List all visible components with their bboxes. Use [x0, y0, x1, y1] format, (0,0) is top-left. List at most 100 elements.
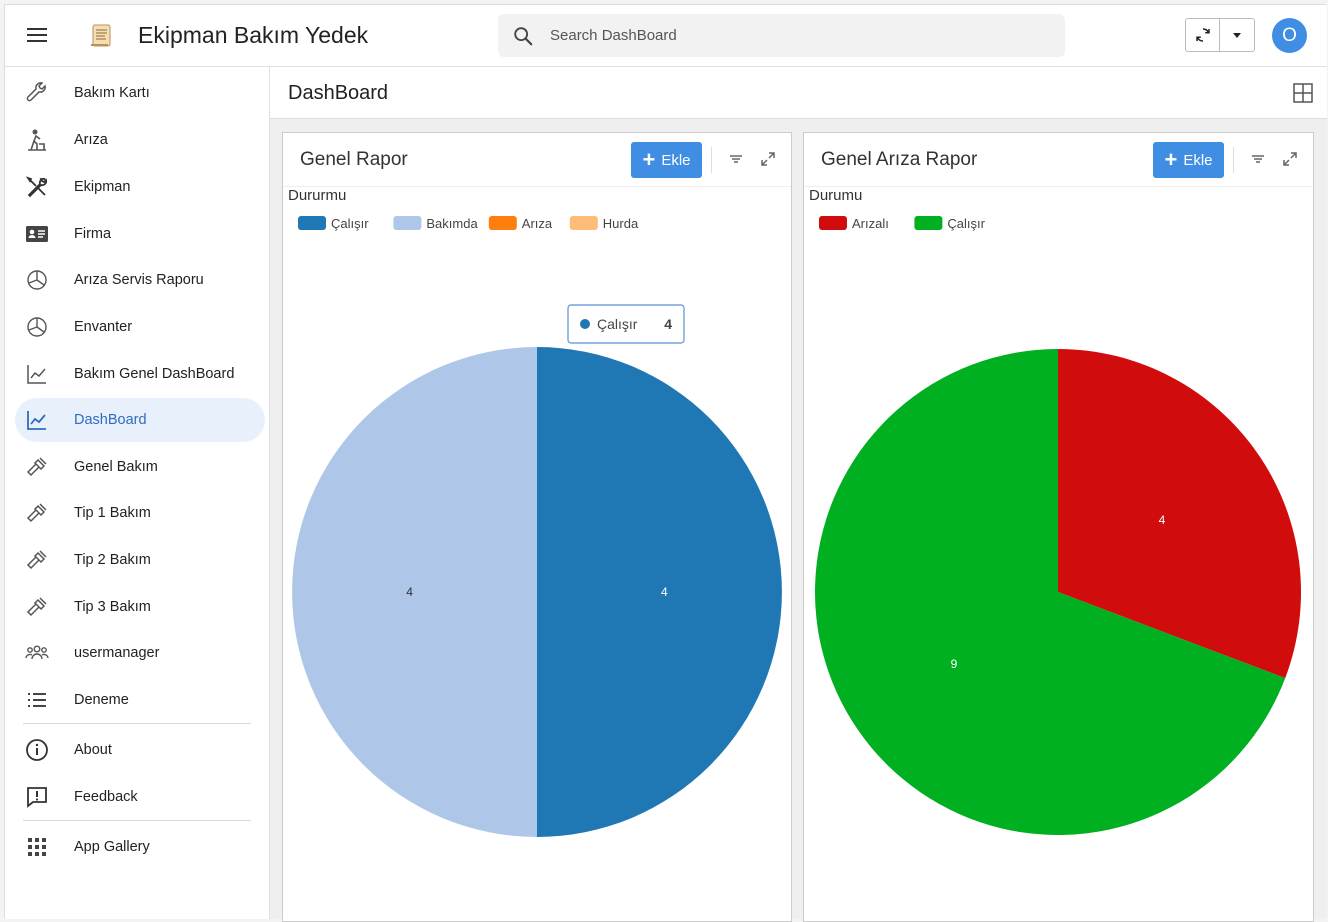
add-button[interactable]: + Ekle	[631, 142, 702, 178]
tooltip-dot	[580, 319, 590, 329]
pie-slice-çalışır[interactable]	[815, 349, 1286, 835]
refresh-options-button[interactable]	[1220, 19, 1254, 51]
avatar[interactable]: O	[1272, 18, 1307, 53]
legend-item[interactable]: Bakımda	[393, 216, 478, 231]
sidebar-item-label: Bakım Genel DashBoard	[74, 366, 235, 382]
sidebar-item-ekipman[interactable]: Ekipman	[15, 165, 265, 209]
sidebar-item-label: usermanager	[74, 645, 160, 661]
sidebar-item-label: Deneme	[74, 692, 129, 708]
app-title: Ekipman Bakım Yedek	[138, 22, 369, 48]
legend-label: Çalışır	[331, 216, 369, 231]
slice-value-label: 4	[406, 585, 413, 599]
users-icon	[25, 645, 49, 660]
hammer-icon	[26, 550, 47, 570]
sidebar-item-about[interactable]: About	[15, 728, 265, 772]
sidebar-item-ariza[interactable]: Arıza	[15, 118, 265, 162]
chart-card-genel-ariza-rapor: Genel Arıza Rapor + Ekle Durumu Arızalı Çal…	[803, 132, 1314, 922]
pie-chart-genel-ariza-rapor: Durumu Arızalı Çalışır 4 9	[809, 188, 1301, 835]
expand-icon[interactable]	[758, 149, 778, 169]
sidebar-item-label: Arıza	[74, 132, 108, 148]
feedback-icon	[27, 787, 47, 808]
sidebar-item-dashboard[interactable]: DashBoard	[15, 398, 265, 442]
sidebar-item-deneme[interactable]: Deneme	[15, 678, 265, 722]
sidebar-item-genel-bakim[interactable]: Genel Bakım	[15, 445, 265, 489]
plus-icon: +	[1164, 147, 1178, 172]
sidebar-item-label: Arıza Servis Raporu	[74, 272, 204, 288]
sidebar-item-bakim-karti[interactable]: Bakım Kartı	[15, 71, 265, 115]
sidebar-item-app-gallery[interactable]: App Gallery	[15, 825, 265, 869]
sidebar-item-label: App Gallery	[74, 839, 150, 855]
legend-swatch	[488, 216, 517, 230]
sidebar-item-label: Feedback	[74, 789, 138, 805]
id-card-icon	[26, 226, 48, 242]
scroll-logo-icon	[91, 24, 111, 47]
wrench-icon	[26, 82, 46, 102]
legend-label: Bakımda	[426, 216, 478, 231]
refresh-button[interactable]	[1186, 19, 1220, 51]
legend-item[interactable]: Çalışır	[914, 216, 986, 231]
page-title: DashBoard	[288, 82, 389, 104]
sidebar-item-label: Tip 2 Bakım	[74, 552, 151, 568]
filter-icon[interactable]	[1248, 149, 1268, 169]
info-icon	[26, 739, 48, 761]
pie-slice-çalışır[interactable]	[537, 347, 782, 837]
legend-swatch	[569, 216, 598, 230]
chart-card-genel-rapor: Genel Rapor + Ekle Dururmu Çalışır Bakımda A…	[282, 132, 792, 922]
plus-icon: +	[642, 147, 656, 172]
legend-item[interactable]: Arıza	[488, 216, 553, 231]
menu-icon[interactable]	[25, 25, 49, 47]
search-input[interactable]	[550, 14, 1050, 57]
sidebar-item-label: Firma	[74, 226, 112, 242]
pie-slice-arızalı[interactable]	[1058, 349, 1301, 679]
pie-chart-icon	[27, 317, 47, 337]
legend-label: Arızalı	[852, 216, 889, 231]
sidebar-item-usermanager[interactable]: usermanager	[15, 631, 265, 675]
sidebar-item-tip-1-bakim[interactable]: Tip 1 Bakım	[15, 491, 265, 535]
line-chart-icon	[27, 365, 46, 384]
grid-icon	[28, 838, 46, 856]
slice-value-label: 9	[951, 657, 958, 671]
add-button[interactable]: + Ekle	[1153, 142, 1224, 178]
filter-icon[interactable]	[726, 149, 746, 169]
legend-label: Arıza	[522, 216, 553, 231]
sidebar-item-label: Genel Bakım	[74, 459, 158, 475]
legend-swatch	[819, 216, 847, 230]
search-bar[interactable]	[498, 14, 1065, 57]
refresh-icon	[1195, 28, 1210, 42]
slice-value-label: 4	[1159, 513, 1166, 527]
sidebar-item-firma[interactable]: Firma	[15, 212, 265, 256]
add-button-label: Ekle	[1183, 151, 1213, 169]
sidebar-item-label: About	[74, 742, 112, 758]
sidebar-item-ariza-servis-raporu[interactable]: Arıza Servis Raporu	[15, 258, 265, 302]
legend-item[interactable]: Çalışır	[298, 216, 369, 231]
dashboard-header: DashBoard	[270, 67, 1327, 119]
pie-chart-icon	[27, 270, 47, 290]
expand-icon[interactable]	[1280, 149, 1300, 169]
legend-item[interactable]: Hurda	[569, 216, 639, 231]
legend-swatch	[298, 216, 326, 230]
tooltip-box	[567, 304, 685, 344]
sidebar-item-envanter[interactable]: Envanter	[15, 305, 265, 349]
main-content: DashBoard Genel Rapor + Ekle Dururmu Çalış…	[270, 67, 1327, 922]
slice-value-label: 4	[661, 585, 668, 599]
add-button-label: Ekle	[661, 151, 691, 169]
sidebar-item-feedback[interactable]: Feedback	[15, 775, 265, 819]
list-icon	[28, 693, 46, 707]
caret-down-icon	[1233, 33, 1241, 38]
chart-tooltip: Çalışır 4	[567, 304, 685, 344]
sidebar-item-label: DashBoard	[74, 412, 147, 428]
legend-item[interactable]: Arızalı	[819, 216, 889, 231]
sidebar-item-label: Ekipman	[74, 179, 131, 195]
sidebar-item-tip-2-bakim[interactable]: Tip 2 Bakım	[15, 538, 265, 582]
worker-icon	[28, 129, 46, 151]
sidebar-item-bakim-genel-dashboard[interactable]: Bakım Genel DashBoard	[15, 352, 265, 396]
legend-label: Çalışır	[947, 216, 985, 231]
layout-grid-icon[interactable]	[1291, 81, 1315, 105]
card-title: Genel Arıza Rapor	[821, 149, 978, 170]
sidebar-divider	[23, 723, 251, 724]
card-divider	[283, 186, 791, 187]
sidebar-item-tip-3-bakim[interactable]: Tip 3 Bakım	[15, 585, 265, 629]
app-header: Ekipman Bakım Yedek O	[5, 5, 1327, 67]
pie-slice-bakımda[interactable]	[292, 347, 537, 837]
